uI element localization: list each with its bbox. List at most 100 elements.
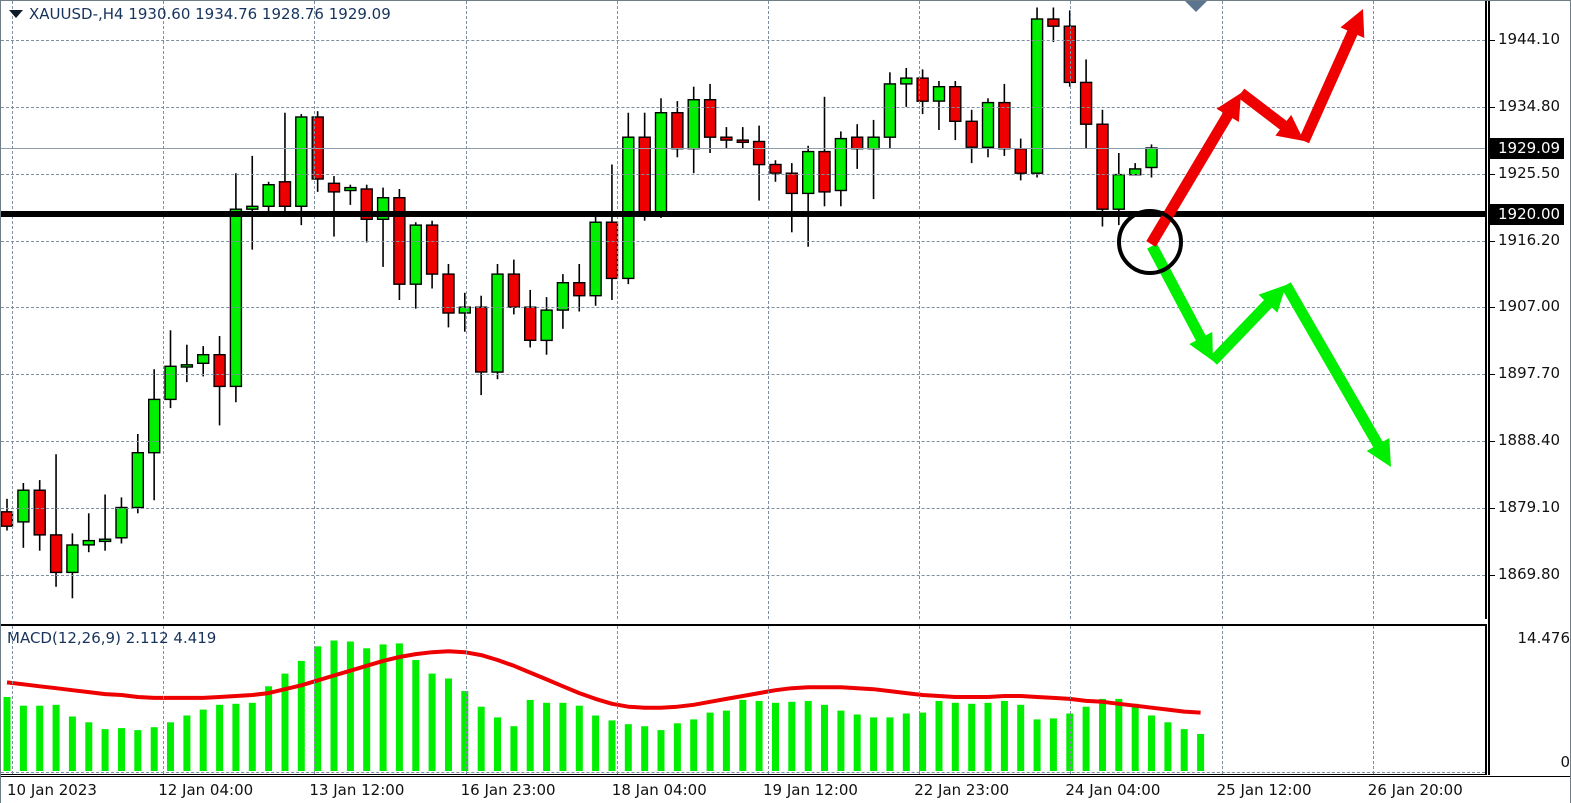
- candle-body: [867, 136, 880, 150]
- time-axis-label: 24 Jan 04:00: [1065, 781, 1161, 799]
- macd-axis-label-bottom: 0: [1550, 753, 1570, 771]
- candle-body: [540, 309, 553, 342]
- time-axis[interactable]: 10 Jan 2023 12 Jan 04:00 13 Jan 12:00 16 Ja…: [1, 776, 1570, 803]
- macd-histogram-bar: [706, 712, 714, 771]
- candle-body: [82, 539, 96, 546]
- macd-histogram-bar: [134, 730, 142, 771]
- macd-histogram-bar: [379, 644, 387, 771]
- price-chart-pane[interactable]: XAUUSD-,H4 1930.60 1934.76 1928.76 1929.…: [1, 1, 1487, 619]
- macd-histogram-bar: [673, 723, 681, 771]
- time-axis-label: 10 Jan 2023: [7, 781, 97, 799]
- candle-body: [295, 116, 308, 208]
- price-axis-label-text: 1916.20: [1498, 230, 1561, 249]
- macd-histogram-bar: [412, 660, 420, 771]
- macd-histogram-bar: [608, 720, 616, 771]
- price-axis-label: 1888.40: [1488, 431, 1570, 449]
- candle-body: [491, 273, 504, 373]
- candle-body: [1030, 18, 1044, 174]
- macd-histogram-bar: [150, 727, 158, 771]
- candle-body: [818, 150, 831, 193]
- candle-body: [327, 182, 341, 193]
- macd-histogram-bar: [886, 717, 894, 771]
- candle-body: [507, 273, 521, 308]
- candle-body: [425, 224, 439, 275]
- macd-histogram-bar: [592, 715, 600, 771]
- macd-histogram-bar: [870, 717, 878, 771]
- time-axis-label: 25 Jan 12:00: [1216, 781, 1312, 799]
- time-gridline: [768, 1, 769, 619]
- candle-body: [180, 364, 194, 368]
- macd-histogram-bar: [101, 729, 109, 771]
- chevron-down-icon[interactable]: [9, 9, 23, 18]
- macd-histogram-bar: [657, 730, 665, 771]
- candle-body: [131, 452, 145, 509]
- macd-histogram-bar: [199, 709, 207, 771]
- macd-histogram-bar: [19, 705, 27, 771]
- key-level-line-1920[interactable]: [1, 210, 1485, 217]
- candle-body: [1112, 173, 1126, 210]
- symbol-ohlc-header: XAUUSD-,H4 1930.60 1934.76 1928.76 1929.…: [9, 5, 391, 23]
- candle-body: [883, 83, 897, 138]
- macd-histogram-bar: [395, 643, 403, 771]
- macd-histogram-bar: [314, 646, 322, 771]
- candle-body: [932, 85, 946, 102]
- macd-histogram-bar: [1033, 719, 1041, 771]
- macd-histogram-bar: [1000, 700, 1008, 771]
- candle-body: [17, 489, 30, 523]
- price-axis-label: 1879.10: [1488, 498, 1570, 516]
- macd-histogram-bar: [68, 716, 76, 771]
- candle-body: [1079, 81, 1093, 125]
- triangle-down-marker[interactable]: [1185, 1, 1207, 12]
- macd-histogram-bar: [281, 673, 289, 771]
- macd-axis-label-bottom-text: 0: [1560, 753, 1570, 771]
- macd-axis-label-top: 14.476: [1508, 629, 1571, 647]
- macd-histogram-bar: [297, 660, 305, 771]
- candle-body: [360, 188, 373, 220]
- candle-body: [785, 172, 798, 195]
- candle-body: [998, 101, 1011, 150]
- macd-histogram-bar: [739, 699, 747, 771]
- candle-body: [981, 101, 995, 148]
- time-axis-label: 26 Jan 20:00: [1367, 781, 1463, 799]
- price-gridline: [1, 173, 1485, 175]
- candle-body: [654, 111, 668, 213]
- time-axis-label: 13 Jan 12:00: [309, 781, 405, 799]
- macd-histogram-bar: [52, 704, 60, 771]
- candle-body: [720, 136, 733, 141]
- macd-histogram-bar: [85, 722, 93, 771]
- macd-indicator-pane[interactable]: MACD(12,26,9) 2.112 4.419: [1, 624, 1487, 775]
- candle-body: [802, 150, 815, 195]
- time-gridline: [1070, 1, 1072, 619]
- candle-body: [229, 208, 243, 388]
- macd-histogram-bar: [575, 705, 583, 771]
- price-axis-label-text: 1934.80: [1498, 96, 1561, 115]
- macd-histogram-bar: [951, 702, 959, 771]
- macd-histogram-bar: [902, 713, 910, 771]
- macd-histogram-bar: [1148, 715, 1155, 771]
- macd-time-gridline: [163, 626, 165, 774]
- macd-histogram-bar: [232, 703, 240, 771]
- macd-time-gridline: [1070, 626, 1072, 774]
- candle-body: [573, 282, 586, 297]
- macd-histogram-bar: [722, 710, 730, 771]
- price-axis-label-text: 1897.70: [1498, 364, 1561, 383]
- macd-time-gridline: [768, 626, 769, 774]
- macd-histogram-bar: [510, 726, 518, 771]
- time-gridline: [1221, 1, 1223, 619]
- axis-vertical-line: [1488, 1, 1490, 775]
- price-gridline: [1, 307, 1485, 309]
- macd-time-gridline: [919, 626, 921, 774]
- price-axis-label-text: 1929.09: [1488, 138, 1565, 159]
- price-axis[interactable]: 1944.10 1934.80 1929.09 1925.50 1920.00 1916.…: [1488, 1, 1570, 775]
- macd-histogram-bar: [984, 702, 992, 771]
- candle-body: [671, 111, 684, 150]
- price-axis-label-text: 1925.50: [1498, 163, 1561, 182]
- price-axis-tick: [1488, 374, 1495, 376]
- macd-histogram-bar: [265, 686, 273, 771]
- macd-histogram-bar: [543, 702, 551, 771]
- candle-body: [376, 196, 390, 220]
- candle-body: [475, 306, 488, 373]
- time-gridline: [12, 1, 13, 619]
- price-gridline: [1, 240, 1485, 242]
- candle-body: [115, 506, 128, 539]
